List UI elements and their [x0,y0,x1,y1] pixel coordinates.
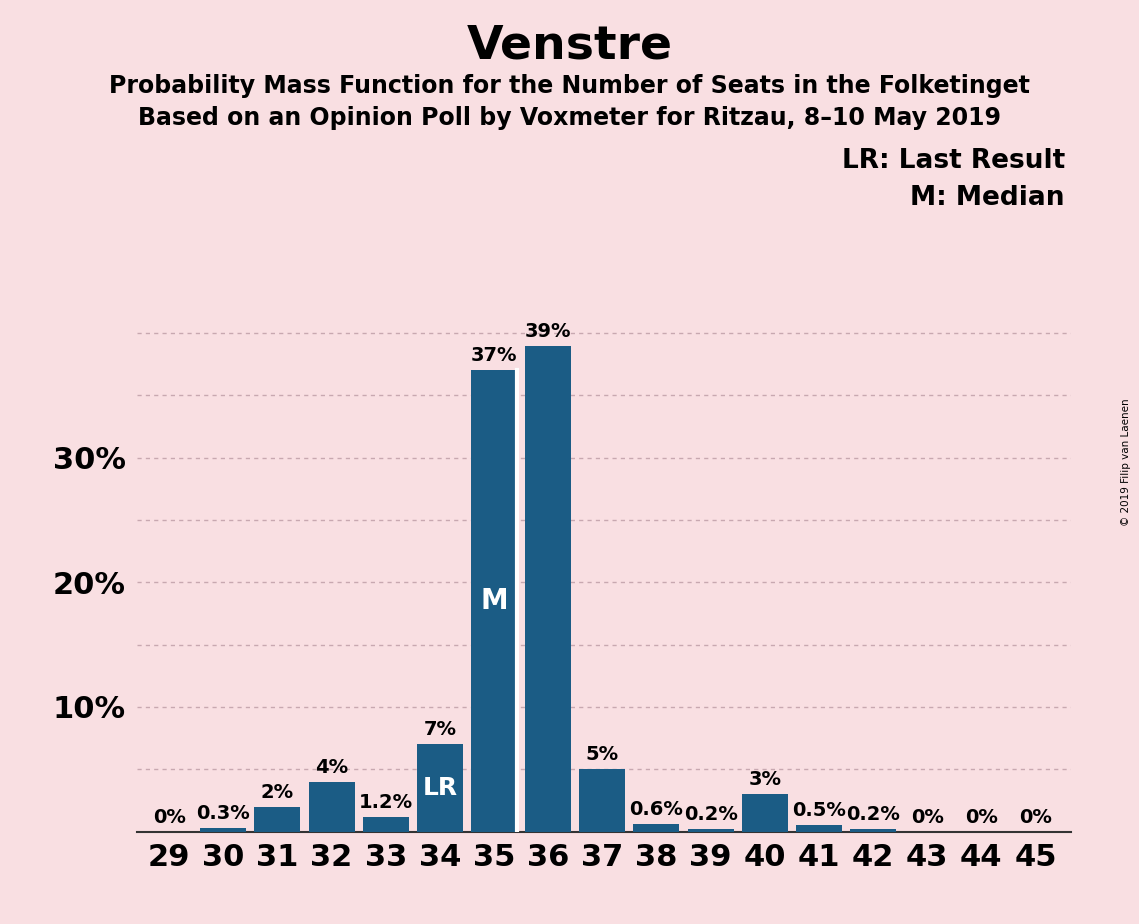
Bar [741,795,788,832]
Text: LR: LR [423,776,458,800]
Text: M: M [481,587,508,615]
Text: 5%: 5% [585,746,618,764]
Text: M: Median: M: Median [910,185,1065,211]
Bar [633,824,680,832]
Text: 0%: 0% [1019,808,1052,827]
Bar [796,825,842,832]
Text: 4%: 4% [316,758,349,777]
Text: 0.2%: 0.2% [846,805,900,824]
Text: © 2019 Filip van Laenen: © 2019 Filip van Laenen [1121,398,1131,526]
Bar [200,828,246,832]
Bar [580,770,625,832]
Text: 37%: 37% [470,346,517,366]
Bar [688,829,734,832]
Bar [254,807,301,832]
Text: 0.3%: 0.3% [196,804,251,823]
Text: 3%: 3% [748,771,781,789]
Bar [850,829,896,832]
Bar [417,745,462,832]
Text: 0%: 0% [911,808,943,827]
Text: 0.5%: 0.5% [792,801,846,821]
Text: 1.2%: 1.2% [359,793,412,811]
Text: 0.2%: 0.2% [683,805,738,824]
Text: 0%: 0% [965,808,998,827]
Text: Based on an Opinion Poll by Voxmeter for Ritzau, 8–10 May 2019: Based on an Opinion Poll by Voxmeter for… [138,106,1001,130]
Text: 2%: 2% [261,783,294,802]
Bar [525,346,571,832]
Text: Probability Mass Function for the Number of Seats in the Folketinget: Probability Mass Function for the Number… [109,74,1030,98]
Text: 7%: 7% [424,721,457,739]
Text: 0%: 0% [153,808,186,827]
Text: 0.6%: 0.6% [630,800,683,820]
Text: LR: Last Result: LR: Last Result [842,148,1065,174]
Text: Venstre: Venstre [467,23,672,68]
Text: 39%: 39% [525,322,572,341]
Bar [309,782,354,832]
Bar [362,817,409,832]
Bar [472,371,517,832]
